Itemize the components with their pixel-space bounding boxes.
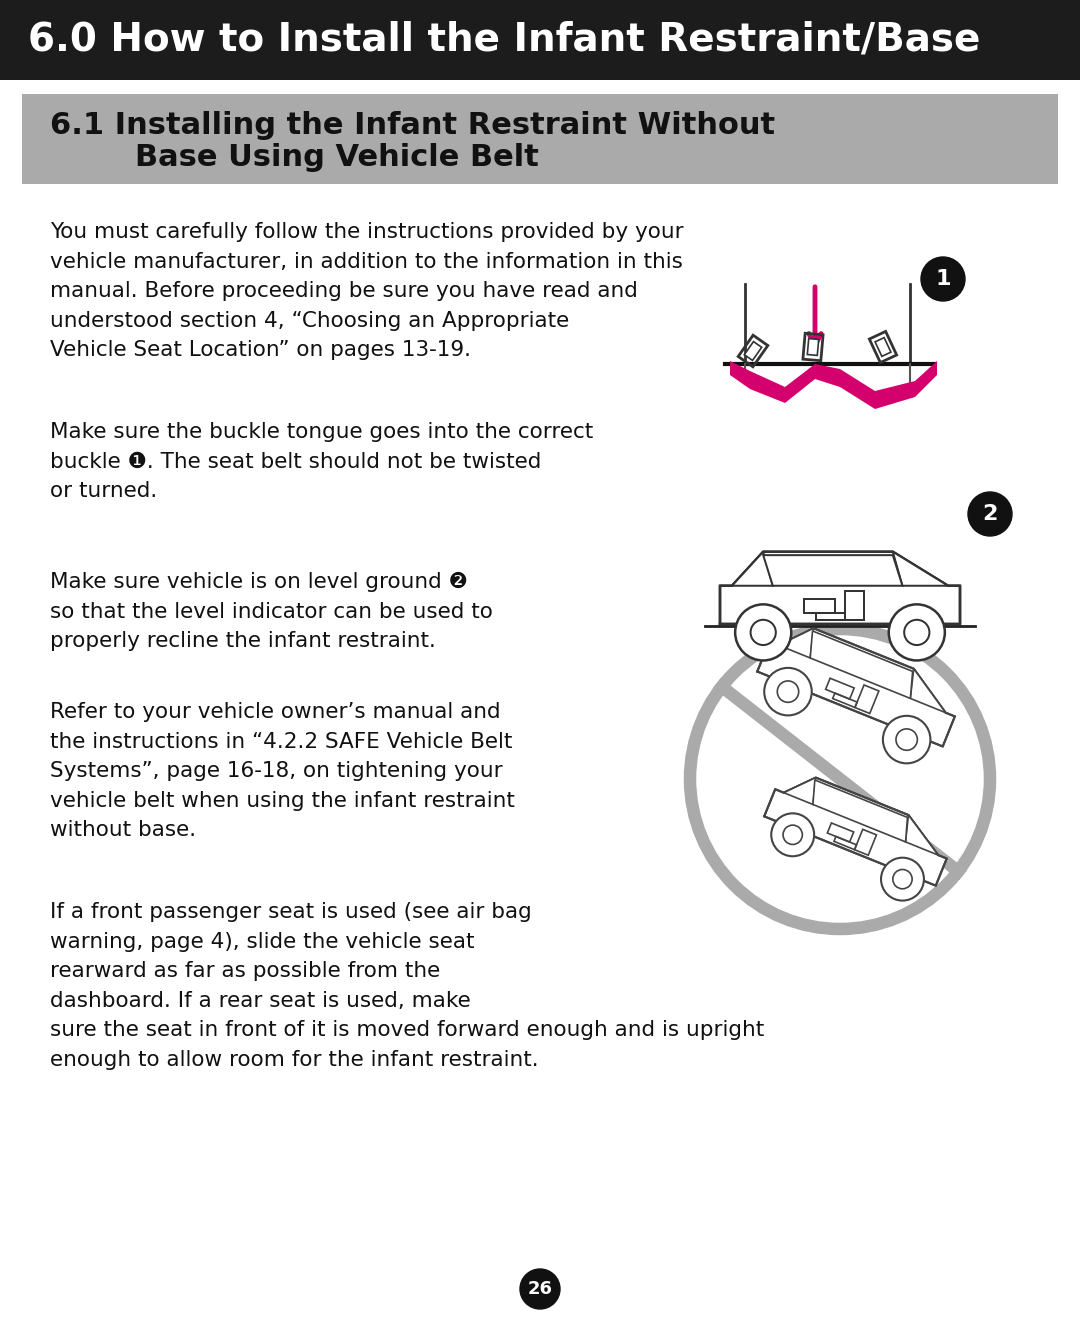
Text: 6.0 How to Install the Infant Restraint/Base: 6.0 How to Install the Infant Restraint/…: [28, 21, 981, 59]
Polygon shape: [764, 555, 903, 586]
Polygon shape: [813, 780, 907, 842]
Text: 6.1 Installing the Infant Restraint Without: 6.1 Installing the Infant Restraint With…: [50, 112, 775, 140]
Polygon shape: [757, 628, 955, 747]
Circle shape: [904, 620, 930, 646]
Polygon shape: [893, 552, 948, 586]
Circle shape: [771, 814, 814, 856]
Text: You must carefully follow the instructions provided by your
vehicle manufacturer: You must carefully follow the instructio…: [50, 221, 684, 360]
Polygon shape: [810, 631, 913, 699]
Circle shape: [881, 858, 923, 900]
Polygon shape: [720, 552, 960, 624]
Circle shape: [765, 668, 812, 715]
Text: 2: 2: [983, 504, 998, 524]
Text: Make sure vehicle is on level ground ❷
so that the level indicator can be used t: Make sure vehicle is on level ground ❷ s…: [50, 572, 492, 651]
Circle shape: [889, 604, 945, 660]
Text: 26: 26: [527, 1281, 553, 1298]
Bar: [0, 0, 1080, 80]
Text: Base Using Vehicle Belt: Base Using Vehicle Belt: [50, 143, 539, 172]
Text: Make sure the buckle tongue goes into the correct
buckle ❶. The seat belt should: Make sure the buckle tongue goes into th…: [50, 422, 593, 502]
Polygon shape: [875, 338, 891, 356]
Circle shape: [778, 680, 799, 702]
Polygon shape: [779, 628, 813, 658]
Polygon shape: [784, 778, 815, 804]
Circle shape: [783, 826, 802, 844]
Polygon shape: [808, 339, 819, 355]
Circle shape: [968, 492, 1012, 536]
Polygon shape: [730, 362, 937, 410]
Circle shape: [896, 728, 917, 750]
Circle shape: [519, 1269, 561, 1309]
Text: Refer to your vehicle owner’s manual and
the instructions in “4.2.2 SAFE Vehicle: Refer to your vehicle owner’s manual and…: [50, 702, 515, 840]
Circle shape: [883, 716, 931, 763]
Polygon shape: [905, 815, 939, 855]
Polygon shape: [732, 552, 773, 586]
Circle shape: [921, 257, 966, 301]
Bar: [22, 93, 1058, 184]
Circle shape: [735, 604, 792, 660]
Polygon shape: [910, 668, 946, 712]
Polygon shape: [744, 342, 761, 360]
Text: If a front passenger seat is used (see air bag
warning, page 4), slide the vehic: If a front passenger seat is used (see a…: [50, 902, 765, 1070]
Circle shape: [751, 620, 775, 646]
Polygon shape: [765, 778, 947, 886]
Circle shape: [893, 870, 913, 888]
Text: 1: 1: [935, 269, 950, 289]
